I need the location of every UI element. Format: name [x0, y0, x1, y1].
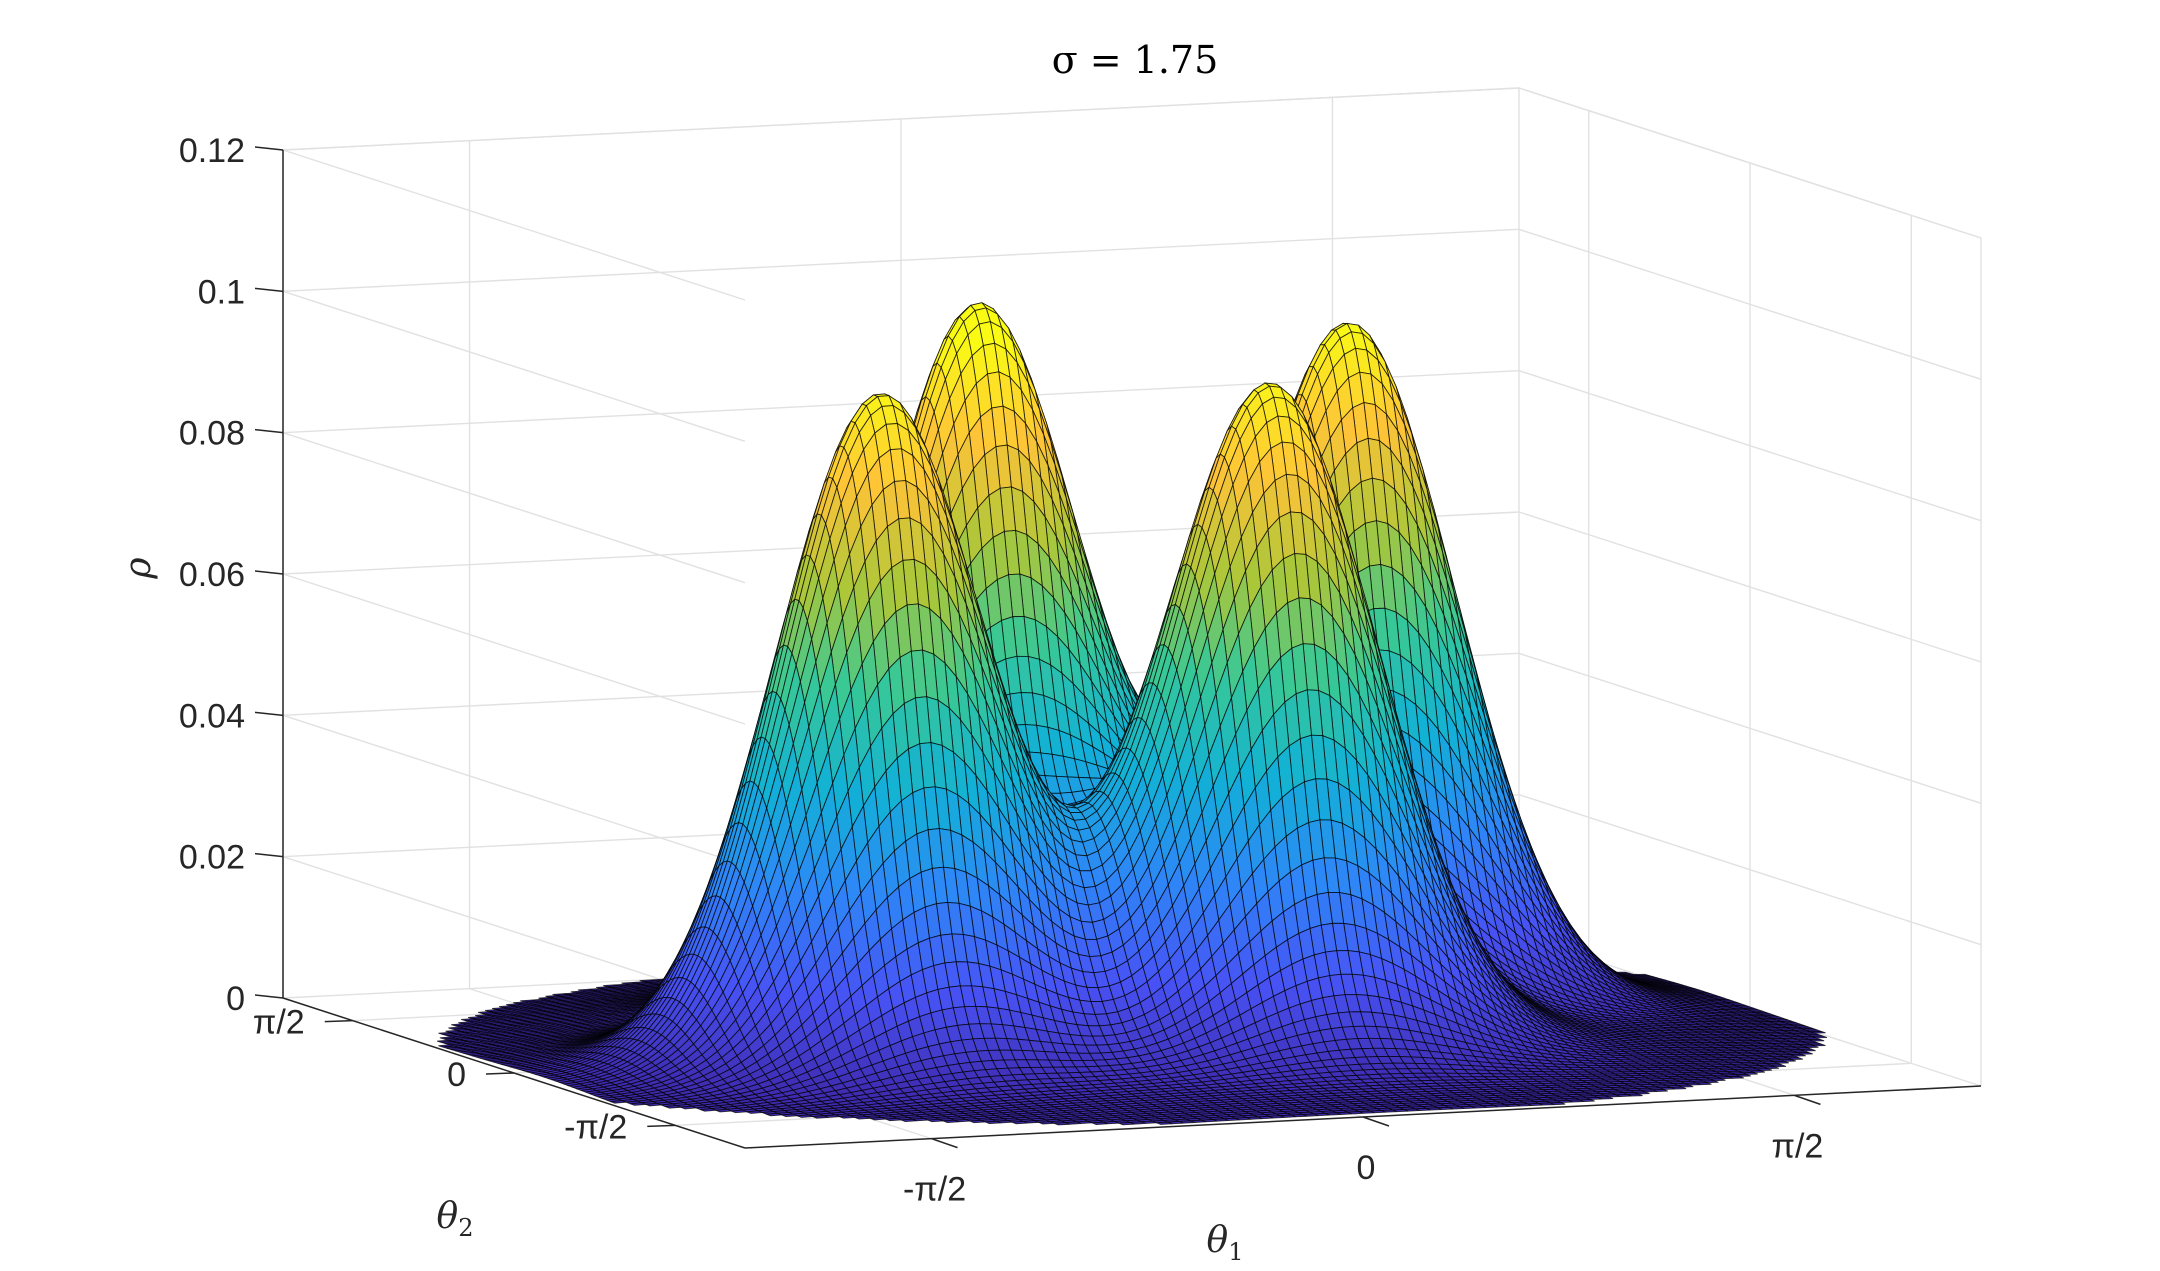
z-gridline [282, 87, 1982, 239]
z-gridline-left [282, 149, 746, 301]
z-gridline-left [282, 290, 746, 442]
axes-grid [282, 87, 1982, 1149]
z-gridline-left [282, 432, 746, 584]
z-gridline [282, 511, 1982, 663]
z-gridline-left [282, 573, 746, 725]
z-gridline-left [282, 714, 746, 866]
z-gridline [282, 228, 1982, 380]
surface-mesh [436, 302, 1828, 1126]
box-edge [1518, 87, 1982, 239]
z-gridline [282, 369, 1982, 522]
box-edge [282, 87, 1520, 151]
